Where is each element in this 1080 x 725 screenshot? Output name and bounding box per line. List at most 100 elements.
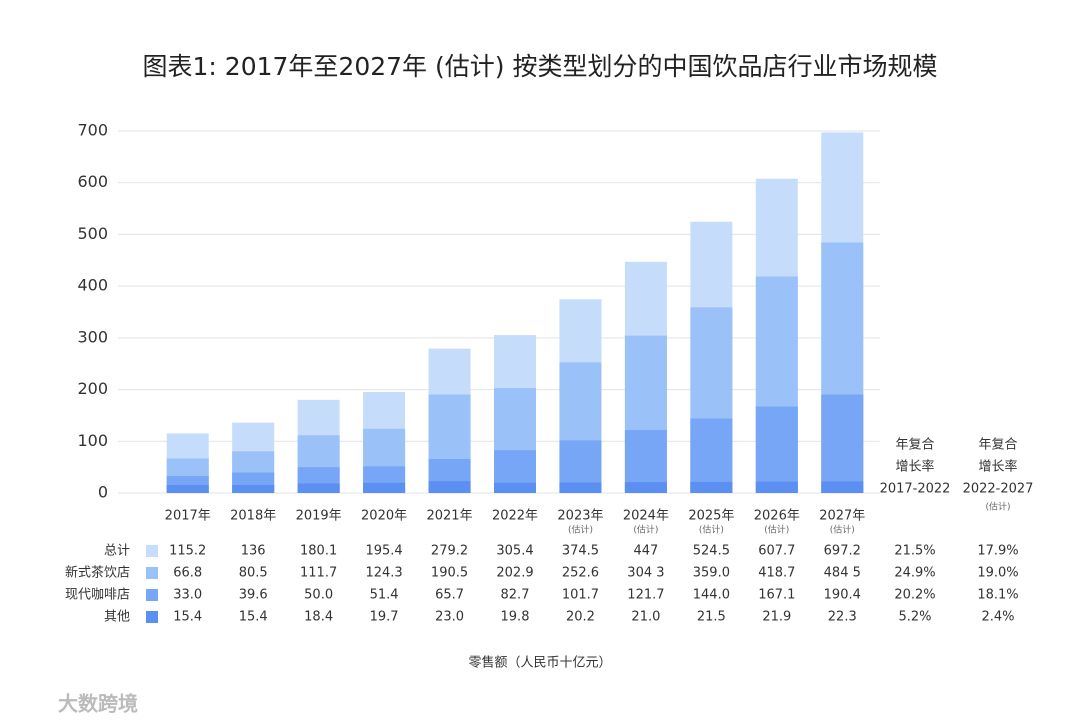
bar xyxy=(755,481,798,493)
x-tick-label: 2021年 xyxy=(426,509,472,524)
table-value: 374.5 xyxy=(562,544,599,559)
bar xyxy=(428,481,471,493)
table-value: 121.7 xyxy=(627,588,664,603)
legend-swatch xyxy=(146,567,158,579)
table-value: 167.1 xyxy=(758,588,795,603)
table-value: 50.0 xyxy=(304,588,333,603)
table-value: 22.3 xyxy=(828,610,857,625)
table-value: 607.7 xyxy=(758,544,795,559)
cagr-header: 年复合 xyxy=(978,438,1017,453)
x-tick-label: 2017年 xyxy=(165,509,211,524)
table-value: 447 xyxy=(633,544,658,559)
cagr-header: 年复合 xyxy=(895,438,934,453)
x-tick-label: 2023年 xyxy=(557,509,603,524)
y-tick-label: 0 xyxy=(98,483,108,502)
x-tick-label: 2020年 xyxy=(361,509,407,524)
x-tick-label: 2022年 xyxy=(492,509,538,524)
cagr-value: 20.2% xyxy=(894,588,935,603)
x-tick-label: 2019年 xyxy=(296,509,342,524)
x-tick-label: 2018年 xyxy=(230,509,276,524)
table-value: 19.7 xyxy=(370,610,399,625)
x-tick-note: (估计) xyxy=(568,524,593,536)
x-tick-label: 2027年 xyxy=(819,509,865,524)
table-value: 15.4 xyxy=(239,610,268,625)
legend-label: 总计 xyxy=(104,544,130,559)
table-value: 252.6 xyxy=(562,566,599,581)
table-value: 697.2 xyxy=(824,544,861,559)
legend-label: 新式茶饮店 xyxy=(65,565,130,581)
table-value: 18.4 xyxy=(304,610,333,625)
x-tick-label: 2026年 xyxy=(754,509,800,524)
table-value: 19.8 xyxy=(501,610,530,625)
cagr-value: 17.9% xyxy=(977,544,1018,559)
bar xyxy=(690,418,733,493)
watermark: 大数跨境 xyxy=(58,692,138,716)
legend-swatch xyxy=(146,589,158,601)
bar xyxy=(690,481,733,493)
cagr-value: 2.4% xyxy=(981,610,1014,625)
bar xyxy=(821,394,864,493)
table-value: 20.2 xyxy=(566,610,595,625)
y-tick-label: 200 xyxy=(77,379,108,398)
table-value: 23.0 xyxy=(435,610,464,625)
table-value: 190.4 xyxy=(824,588,861,603)
table-value: 124.3 xyxy=(365,566,402,581)
table-value: 136 xyxy=(241,544,266,559)
table-value: 51.4 xyxy=(370,588,399,603)
table-value: 101.7 xyxy=(562,588,599,603)
cagr-header: 增长率 xyxy=(978,459,1017,475)
table-value: 180.1 xyxy=(300,544,337,559)
cagr-value: 24.9% xyxy=(894,566,935,581)
table-value: 524.5 xyxy=(693,544,730,559)
table-value: 66.8 xyxy=(173,566,202,581)
bar xyxy=(297,483,340,493)
table-value: 305.4 xyxy=(496,544,533,559)
legend-label: 现代咖啡店 xyxy=(65,588,130,603)
bar xyxy=(232,485,275,493)
table-value: 202.9 xyxy=(496,566,533,581)
y-tick-label: 400 xyxy=(77,276,108,295)
x-tick-label: 2024年 xyxy=(623,509,669,524)
bar xyxy=(755,406,798,493)
x-tick-note: (估计) xyxy=(830,524,855,536)
table-value: 15.4 xyxy=(173,610,202,625)
legend-swatch xyxy=(146,611,158,623)
cagr-value: 5.2% xyxy=(898,610,931,625)
x-axis-label: 零售额（人民币十亿元） xyxy=(468,655,611,671)
x-tick-label: 2025年 xyxy=(688,509,734,524)
table-value: 111.7 xyxy=(300,566,337,581)
table-value: 195.4 xyxy=(365,544,402,559)
table-value: 304 3 xyxy=(627,566,664,581)
bar xyxy=(363,482,406,493)
cagr-value: 18.1% xyxy=(977,588,1018,603)
cagr-header: 增长率 xyxy=(895,459,934,475)
x-tick-note: (估计) xyxy=(764,524,789,536)
y-tick-label: 600 xyxy=(77,172,108,191)
bar xyxy=(494,482,536,493)
table-value: 21.5 xyxy=(697,610,726,625)
y-tick-label: 100 xyxy=(77,431,108,450)
y-tick-label: 500 xyxy=(77,224,108,243)
table-value: 115.2 xyxy=(169,544,206,559)
table-value: 65.7 xyxy=(435,588,464,603)
table-value: 144.0 xyxy=(693,588,730,603)
bar xyxy=(821,481,864,493)
y-tick-label: 300 xyxy=(77,327,108,346)
cagr-value: 21.5% xyxy=(894,544,935,559)
table-value: 21.9 xyxy=(762,610,791,625)
table-value: 33.0 xyxy=(173,588,202,603)
legend-label: 其他 xyxy=(104,610,130,625)
bar xyxy=(166,485,209,493)
table-value: 359.0 xyxy=(693,566,730,581)
table-value: 190.5 xyxy=(431,566,468,581)
bar xyxy=(624,482,667,493)
x-tick-note: (估计) xyxy=(699,524,724,536)
legend-swatch xyxy=(146,545,158,557)
table-value: 21.0 xyxy=(631,610,660,625)
cagr-value: 19.0% xyxy=(977,566,1018,581)
table-value: 279.2 xyxy=(431,544,468,559)
bar xyxy=(559,482,602,493)
cagr-header: 2022-2027 xyxy=(963,482,1034,497)
x-tick-note: (估计) xyxy=(633,524,658,536)
